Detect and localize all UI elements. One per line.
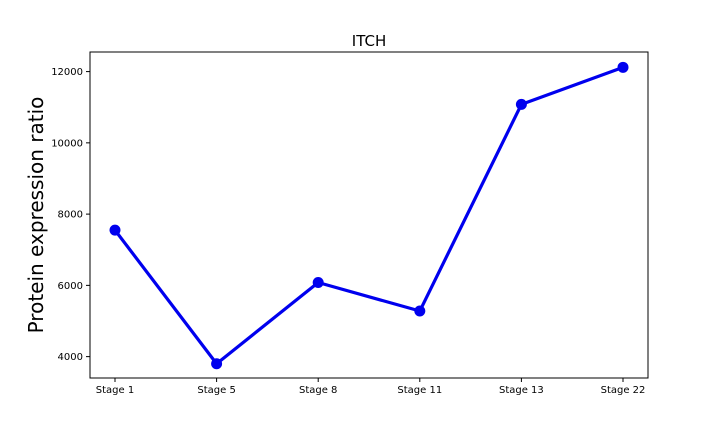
y-axis-ticks: 4000 6000 8000 10000 12000 bbox=[51, 67, 90, 363]
y-tick-label: 4000 bbox=[58, 352, 83, 363]
data-point bbox=[211, 358, 223, 370]
series-line bbox=[113, 65, 624, 366]
x-tick-label: Stage 13 bbox=[499, 385, 544, 396]
y-tick-label: 12000 bbox=[51, 67, 83, 78]
x-tick-label: Stage 1 bbox=[96, 385, 134, 396]
chart-title: ITCH bbox=[352, 32, 386, 50]
y-axis-label: Protein expression ratio bbox=[24, 97, 48, 334]
x-tick-label: Stage 8 bbox=[299, 385, 337, 396]
data-point bbox=[617, 61, 629, 73]
plot-frame bbox=[89, 51, 649, 379]
y-tick-label: 10000 bbox=[51, 138, 83, 149]
x-tick-label: Stage 22 bbox=[601, 385, 646, 396]
data-point bbox=[312, 277, 324, 289]
x-tick-label: Stage 5 bbox=[197, 385, 235, 396]
data-point bbox=[109, 224, 121, 236]
y-tick-label: 6000 bbox=[58, 281, 83, 292]
y-tick-label: 8000 bbox=[58, 210, 83, 221]
data-point bbox=[414, 305, 426, 317]
x-tick-label: Stage 11 bbox=[397, 385, 442, 396]
series-group bbox=[109, 61, 629, 370]
data-point bbox=[515, 98, 527, 110]
x-axis-ticks: Stage 1 Stage 5 Stage 8 Stage 11 Stage 13 Sta… bbox=[96, 378, 646, 396]
